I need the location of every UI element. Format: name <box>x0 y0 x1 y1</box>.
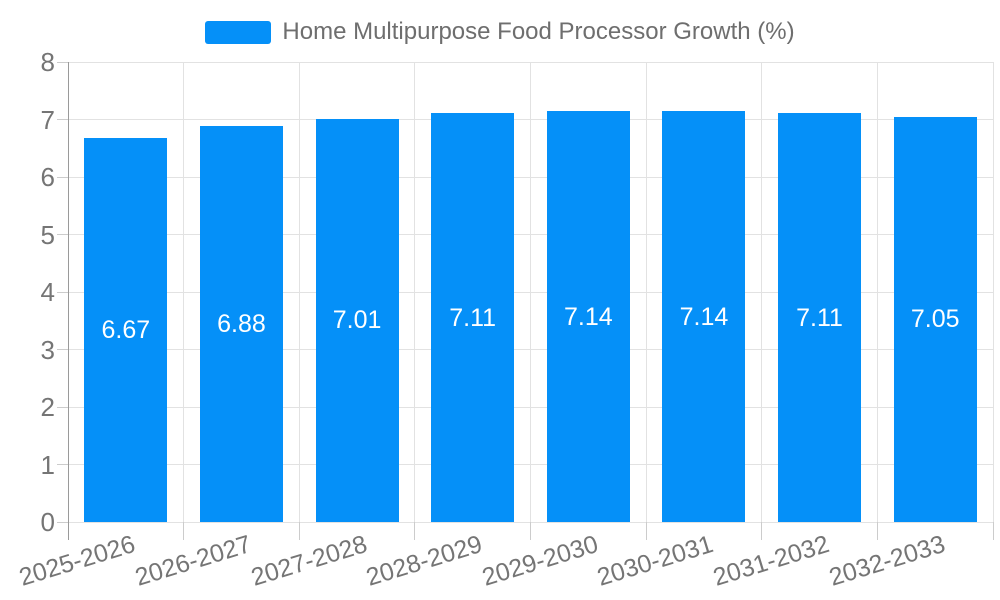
bar[interactable] <box>662 111 746 522</box>
gridline-vertical <box>645 62 647 522</box>
x-axis-tick <box>183 522 185 540</box>
bar-value-label: 6.88 <box>217 310 266 339</box>
x-tick-label: 2025-2026 <box>16 530 139 592</box>
y-axis-tick <box>57 61 68 63</box>
y-axis-tick <box>57 234 68 235</box>
bar-value-label: 7.05 <box>910 305 960 334</box>
y-tick-label: 0 <box>40 507 55 537</box>
y-axis-tick <box>57 349 68 350</box>
x-axis-tick <box>761 522 763 540</box>
gridline-vertical <box>298 62 300 522</box>
x-tick-label: 2027-2028 <box>247 530 370 592</box>
x-axis-tick <box>414 522 416 540</box>
x-axis-tick <box>530 522 531 540</box>
legend-label: Home Multipurpose Food Processor Growth … <box>282 18 795 45</box>
x-tick-label: 2031-2032 <box>709 530 833 592</box>
bar-value-label: 7.11 <box>449 303 497 332</box>
y-tick-label: 4 <box>40 277 55 307</box>
x-tick-label: 2026-2027 <box>131 530 255 592</box>
y-axis-tick <box>57 464 68 465</box>
y-axis-tick <box>57 406 68 408</box>
legend-item[interactable]: Home Multipurpose Food Processor Growth … <box>0 19 1000 45</box>
y-axis-tick <box>57 176 68 178</box>
y-axis-tick <box>57 291 68 293</box>
x-tick-label: 2030-2031 <box>594 530 717 592</box>
y-tick-label: 3 <box>40 334 55 365</box>
y-tick-label: 5 <box>40 219 55 250</box>
y-axis-tick <box>57 521 68 523</box>
legend-swatch-icon <box>205 20 272 44</box>
bar[interactable] <box>84 138 168 522</box>
y-tick-label: 7 <box>40 104 55 135</box>
bar[interactable] <box>199 126 283 522</box>
y-tick-label: 2 <box>40 392 55 422</box>
gridline-vertical <box>992 62 994 522</box>
y-tick-label: 6 <box>40 162 55 192</box>
gridline-vertical <box>183 62 185 522</box>
y-tick-label: 8 <box>40 47 55 77</box>
bar[interactable] <box>315 118 399 522</box>
gridline-vertical <box>530 62 531 522</box>
y-tick-label: 1 <box>40 449 55 480</box>
bar-value-label: 7.14 <box>679 302 729 331</box>
x-axis-tick <box>876 522 878 540</box>
gridline-vertical <box>414 62 416 522</box>
x-tick-label: 2029-2030 <box>478 530 602 592</box>
bar-value-label: 6.67 <box>101 316 151 345</box>
bar[interactable] <box>893 116 977 522</box>
x-axis-tick <box>645 522 647 540</box>
bar[interactable] <box>778 113 862 522</box>
x-axis-tick <box>992 522 994 540</box>
x-tick-label: 2032-2033 <box>825 530 949 592</box>
bar[interactable] <box>546 111 630 522</box>
bar-value-label: 7.11 <box>796 303 843 332</box>
x-axis-tick <box>298 522 300 540</box>
y-axis-line <box>67 62 69 540</box>
y-axis-tick <box>57 119 68 120</box>
bar-value-label: 7.01 <box>332 306 382 335</box>
bar-value-label: 7.14 <box>563 302 613 331</box>
bar[interactable] <box>431 113 515 522</box>
gridline-vertical <box>761 62 763 522</box>
x-tick-label: 2028-2029 <box>363 530 486 592</box>
gridline-vertical <box>876 62 878 522</box>
